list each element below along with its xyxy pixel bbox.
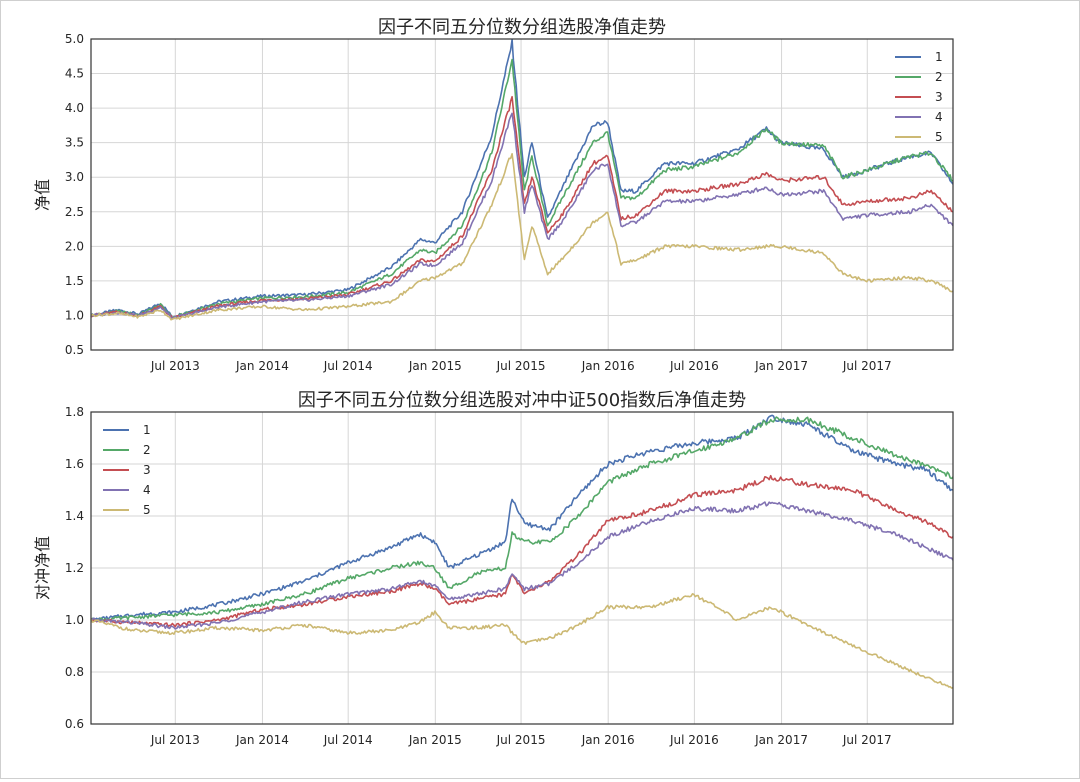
y-tick-label: 3.5	[65, 136, 84, 150]
x-tick-label: Jan 2016	[581, 733, 635, 747]
x-tick-label: Jan 2015	[408, 359, 462, 373]
y-tick-label: 1.6	[65, 457, 84, 471]
x-tick-label: Jan 2016	[581, 359, 635, 373]
x-tick-label: Jul 2014	[323, 733, 373, 747]
y-tick-label: 1.4	[65, 509, 84, 523]
x-tick-label: Jan 2014	[235, 359, 289, 373]
series-lines	[90, 38, 954, 321]
series-line-4	[90, 112, 954, 319]
series-line-4	[90, 501, 954, 630]
axes-frame	[90, 38, 954, 351]
x-tick-label: Jul 2013	[150, 359, 200, 373]
axes-frame	[90, 411, 954, 725]
legend-label: 1	[935, 50, 943, 64]
x-tick-label: Jul 2016	[669, 359, 719, 373]
legend-label: 3	[143, 463, 151, 477]
legend-label: 2	[935, 70, 943, 84]
series-line-5	[90, 593, 954, 689]
series-line-2	[90, 58, 953, 319]
legend-label: 4	[935, 110, 943, 124]
series-line-2	[90, 416, 954, 623]
y-tick-label: 1.0	[65, 613, 84, 627]
legend-label: 2	[143, 443, 151, 457]
y-axis-label: 净值	[33, 179, 52, 211]
legend-label: 5	[143, 503, 151, 517]
y-axis-label: 对冲净值	[33, 536, 52, 600]
x-tick-label: Jul 2013	[150, 733, 200, 747]
chart-title: 因子不同五分位数分组选股对冲中证500指数后净值走势	[298, 390, 746, 411]
y-tick-label: 0.8	[65, 665, 84, 679]
chart-net-value: 因子不同五分位数分组选股净值走势 净值 0.5 1.0 1.5 2.0 2.5 3.0 3.…	[33, 17, 954, 373]
legend-label: 1	[143, 423, 151, 437]
y-tick-label: 0.5	[65, 343, 84, 357]
x-tick-label: Jan 2015	[408, 733, 462, 747]
y-tick-label: 2.0	[65, 239, 84, 253]
series-line-1	[90, 38, 954, 319]
x-tick-label: Jan 2017	[754, 359, 808, 373]
y-tick-label: 1.2	[65, 561, 84, 575]
legend: 1 2 3 4 5	[895, 50, 943, 144]
y-tick-label: 2.5	[65, 205, 84, 219]
chart-title: 因子不同五分位数分组选股净值走势	[378, 17, 666, 38]
y-tick-label: 4.5	[65, 67, 84, 81]
series-lines	[90, 414, 954, 689]
y-tick-label: 3.0	[65, 170, 84, 184]
series-line-3	[90, 95, 954, 320]
y-tick-label: 5.0	[65, 32, 84, 46]
series-line-5	[90, 153, 954, 321]
legend-label: 3	[935, 90, 943, 104]
y-tick-label: 4.0	[65, 101, 84, 115]
y-tick-label: 1.5	[65, 274, 84, 288]
axes: 0.6 0.8 1.0 1.2 1.4 1.6 1.8 Jul 2013 Jan 2014 Jul…	[65, 405, 954, 747]
x-tick-label: Jul 2017	[842, 359, 892, 373]
legend-label: 5	[935, 130, 943, 144]
chart-hedged-net-value: 因子不同五分位数分组选股对冲中证500指数后净值走势 对冲净值 0.6 0.8 1.…	[33, 390, 954, 747]
y-tick-label: 1.0	[65, 308, 84, 322]
legend: 1 2 3 4 5	[103, 423, 151, 517]
series-line-1	[90, 414, 954, 623]
grid	[91, 411, 953, 725]
x-tick-label: Jul 2015	[496, 733, 546, 747]
legend-label: 4	[143, 483, 151, 497]
series-line-3	[90, 474, 954, 628]
y-tick-label: 0.6	[65, 717, 84, 731]
x-tick-label: Jul 2017	[842, 733, 892, 747]
axes: 0.5 1.0 1.5 2.0 2.5 3.0 3.5 4.0 4.5 5.0 Jul 2013 Ja…	[65, 32, 954, 373]
y-tick-label: 1.8	[65, 405, 84, 419]
x-tick-label: Jan 2017	[754, 733, 808, 747]
x-tick-label: Jul 2015	[496, 359, 546, 373]
x-tick-label: Jul 2014	[323, 359, 373, 373]
x-tick-label: Jan 2014	[235, 733, 289, 747]
x-tick-label: Jul 2016	[669, 733, 719, 747]
